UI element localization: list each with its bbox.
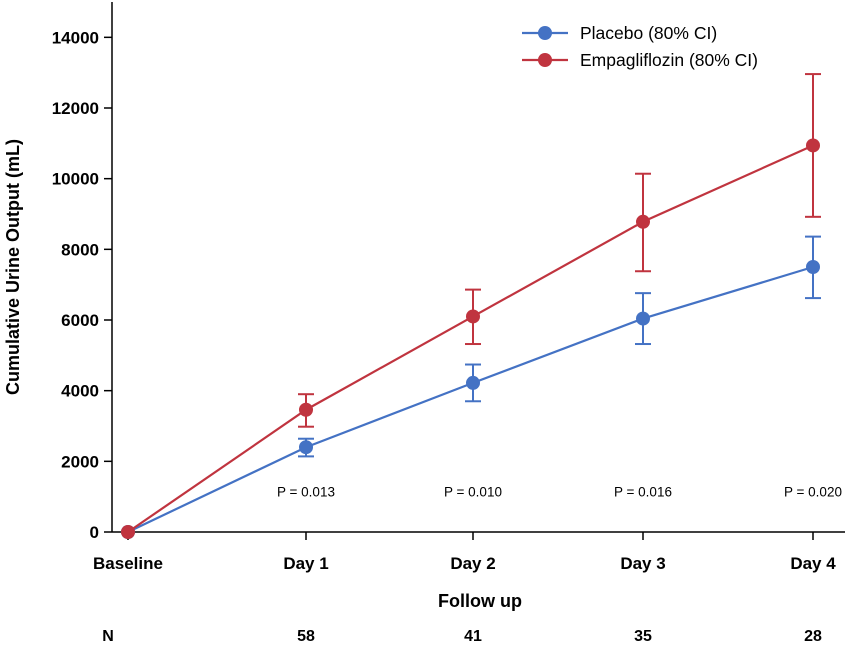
legend-label: Placebo (80% CI)	[580, 23, 717, 43]
data-point	[299, 402, 313, 417]
tick-labels: 0 2000 4000 6000 8000 10000 12000 14000 Baseline…	[52, 28, 837, 573]
series-line	[127, 144, 814, 533]
y-tick-label: 6000	[61, 311, 99, 330]
data-point	[806, 138, 820, 153]
y-tick-label: 14000	[52, 28, 99, 47]
p-value-annotation: P = 0.020	[784, 484, 842, 499]
data-point	[299, 440, 313, 455]
x-axis-title: Follow up	[438, 591, 522, 611]
n-row-value: 28	[804, 628, 822, 645]
legend: Placebo (80% CI) Empagliflozin (80% CI)	[522, 23, 758, 70]
data-point	[121, 525, 135, 539]
x-tick-label: Baseline	[93, 554, 163, 573]
n-row: N 58 41 35 28	[102, 628, 822, 645]
series-0	[121, 235, 821, 539]
y-tick-label: 10000	[52, 170, 99, 189]
x-tick-label: Day 2	[450, 554, 495, 573]
x-tick-label: Day 3	[620, 554, 665, 573]
series-layer	[121, 73, 821, 539]
x-tick-label: Day 1	[283, 554, 328, 573]
y-tick-label: 4000	[61, 382, 99, 401]
legend-marker	[538, 53, 552, 67]
n-row-value: 58	[297, 628, 315, 645]
y-tick-label: 12000	[52, 99, 99, 118]
y-tick-label: 2000	[61, 452, 99, 471]
data-point	[466, 309, 480, 324]
legend-label: Empagliflozin (80% CI)	[580, 50, 758, 70]
n-row-value: 41	[464, 628, 482, 645]
legend-marker	[538, 26, 552, 40]
p-value-annotation: P = 0.013	[277, 484, 335, 499]
data-point	[636, 214, 650, 229]
n-row-label: N	[102, 628, 114, 645]
n-row-value: 35	[634, 628, 652, 645]
data-point	[806, 260, 820, 274]
y-tick-label: 0	[90, 523, 99, 542]
axes	[104, 2, 845, 540]
p-value-annotation: P = 0.016	[614, 484, 672, 499]
series-1	[121, 73, 821, 539]
p-value-annotation: P = 0.010	[444, 484, 502, 499]
annotations: P = 0.013 P = 0.010 P = 0.016 P = 0.020	[277, 484, 842, 499]
y-tick-label: 8000	[61, 240, 99, 259]
x-tick-label: Day 4	[790, 554, 836, 573]
data-point	[466, 375, 480, 390]
data-point	[636, 311, 650, 326]
y-axis-title: Cumulative Urine Output (mL)	[3, 139, 23, 395]
